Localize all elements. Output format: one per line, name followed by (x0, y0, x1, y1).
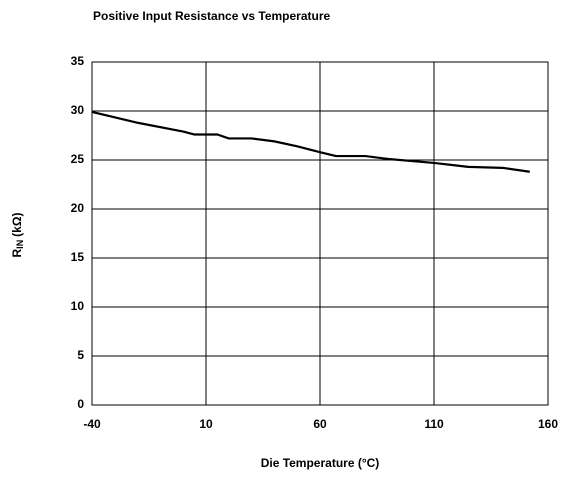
x-tick-label: 110 (424, 417, 444, 431)
x-axis-label: Die Temperature (°C) (261, 456, 380, 470)
x-tick-label: 10 (199, 417, 213, 431)
y-tick-label: 35 (71, 54, 85, 68)
x-tick-label: -40 (83, 417, 101, 431)
y-tick-label: 10 (71, 299, 85, 313)
chart-title: Positive Input Resistance vs Temperature (93, 9, 331, 23)
y-tick-label: 25 (71, 152, 85, 166)
x-tick-label: 160 (538, 417, 558, 431)
data-line (91, 110, 530, 173)
y-tick-label: 0 (77, 397, 84, 411)
x-tick-label: 60 (313, 417, 327, 431)
y-label-sub: IN (15, 240, 25, 249)
y-tick-label: 30 (71, 103, 85, 117)
y-label-main: R (10, 248, 24, 257)
y-axis-label: RIN (kΩ) (10, 213, 25, 258)
y-tick-label: 20 (71, 201, 85, 215)
y-label-unit: (kΩ) (10, 213, 24, 237)
y-tick-label: 15 (71, 250, 85, 264)
y-tick-label: 5 (77, 348, 84, 362)
